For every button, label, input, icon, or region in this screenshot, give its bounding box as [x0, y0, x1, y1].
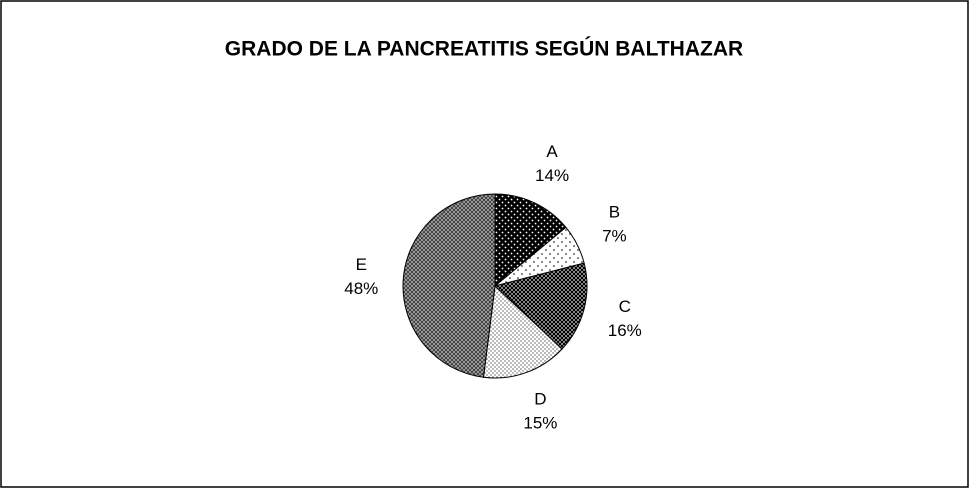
- slice-value-label: 16%: [608, 321, 642, 340]
- pie-slice: [494, 193, 567, 288]
- slice-category-label: D: [534, 390, 546, 409]
- slice-value-label: 15%: [523, 414, 557, 433]
- slice-value-label: 7%: [602, 227, 627, 246]
- chart-title: GRADO DE LA PANCREATITIS SEGÚN BALTHAZAR: [225, 37, 743, 61]
- pie-slice: [402, 193, 496, 378]
- slice-value-label: 14%: [535, 166, 569, 185]
- slice-value-label: 48%: [344, 279, 378, 298]
- pie-slice: [482, 284, 563, 379]
- slice-category-label: E: [356, 255, 367, 274]
- pie-slice: [493, 262, 588, 350]
- slice-category-label: A: [546, 142, 558, 161]
- slice-category-label: C: [619, 297, 631, 316]
- slice-category-label: B: [609, 203, 620, 222]
